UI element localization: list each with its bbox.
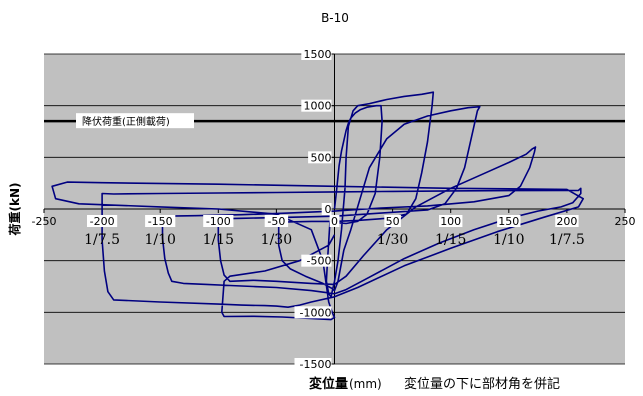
y-tick-label-bg <box>301 254 332 267</box>
y-tick-label-bg <box>294 306 332 319</box>
x-tick-label: 150 <box>498 215 519 228</box>
x-axis-unit: (mm) <box>349 377 382 391</box>
y-tick-label-bg <box>294 358 332 370</box>
drift-angle-label: 1/30 <box>261 232 292 248</box>
drift-angle-label: 1/10 <box>144 232 175 248</box>
x-tick-label: 200 <box>556 215 577 228</box>
yield-line-group: 降伏荷重(正側載荷) <box>44 113 625 129</box>
x-tick-label-bg <box>384 215 401 227</box>
y-tick-label-bg <box>308 151 332 164</box>
x-tick-label: -200 <box>90 215 115 228</box>
x-axis-note: 変位量の下に部材角を併記 <box>404 376 560 392</box>
x-tick-label-bg <box>145 215 176 227</box>
x-tick-label: 100 <box>440 215 461 228</box>
x-tick-label: -50 <box>267 215 285 228</box>
drift-angle-label: 1/7.5 <box>549 232 585 248</box>
x-tick-label: -150 <box>148 215 173 228</box>
yield-label-box <box>76 113 194 129</box>
x-tick-label-bg <box>329 215 340 227</box>
x-axis-label: 変位量 <box>309 376 348 392</box>
x-tick-label: -250 <box>32 215 57 228</box>
y-tick-label-bg <box>301 99 332 112</box>
hysteresis-curve <box>51 91 584 321</box>
y-tick-label-bg <box>301 48 332 60</box>
drift-angle-label: 1/7.5 <box>84 232 120 248</box>
y-tick-label: 0 <box>325 203 332 216</box>
y-tick-label: -1500 <box>300 358 332 371</box>
drift-angle-label: 1/10 <box>493 232 524 248</box>
y-tick-label-bg <box>321 203 332 215</box>
chart-title: B-10 <box>321 11 349 25</box>
x-tick-label-bg <box>264 215 289 227</box>
x-tick-label-bg <box>497 215 521 227</box>
x-tick-label-bg <box>87 215 118 227</box>
drift-angle-label: 1/30 <box>377 232 408 248</box>
drift-angle-label: 1/15 <box>203 232 234 248</box>
y-tick-label: 1000 <box>304 100 332 113</box>
x-tick-label-bg <box>203 215 234 227</box>
tick-labels: -250 -200 -150 -100 -50 0 50 100 150 200 250-1500-… <box>32 48 636 371</box>
x-tick-label-bg <box>439 215 463 227</box>
yield-load-label: 降伏荷重(正側載荷) <box>82 115 170 128</box>
y-tick-label: 1500 <box>304 48 332 61</box>
hysteresis-series-0 <box>51 91 584 321</box>
x-tick-label: -100 <box>206 215 231 228</box>
x-tick-label: 50 <box>386 215 400 228</box>
x-tick-label: 250 <box>615 215 636 228</box>
y-tick-label: 500 <box>311 151 332 164</box>
y-tick-label: -500 <box>307 255 332 268</box>
drift-angle-label: 1/15 <box>435 232 466 248</box>
drift-angle-labels: 1/7.5 1/10 1/15 1/30 1/30 1/15 1/10 1/7.5 <box>84 232 585 248</box>
x-tick-label-bg <box>555 215 579 227</box>
x-tick-label: 0 <box>331 215 338 228</box>
y-axis-label: 荷重(kN) <box>7 183 22 237</box>
y-tick-label: -1000 <box>300 306 332 319</box>
